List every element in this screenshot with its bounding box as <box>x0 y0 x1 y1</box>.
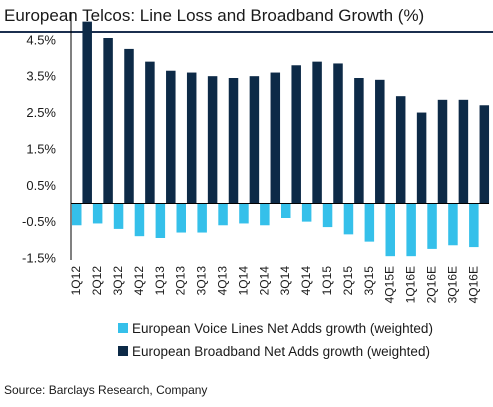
x-tick-label: 4Q15E <box>383 266 397 303</box>
y-axis-ticks: 4.5% 3.5% 2.5% 1.5% 0.5% -0.5% -1.5% <box>22 32 56 265</box>
broadband-bar-3Q14 <box>291 65 301 204</box>
x-axis-ticks: 1Q12 2Q12 3Q12 4Q12 1Q13 2Q13 3Q13 4Q13 1Q14 2Q14… <box>69 266 480 304</box>
legend-label-broadband: European Broadband Net Adds growth (weig… <box>132 344 430 359</box>
legend-swatch-broadband <box>118 346 128 356</box>
x-tick-label: 1Q14 <box>236 266 250 296</box>
broadband-bar-4Q13 <box>228 78 239 204</box>
voice-bar-4Q15E <box>385 203 395 257</box>
voice-bar-1Q15 <box>322 203 333 228</box>
broadband-bar-4Q12 <box>145 61 155 204</box>
broadband-bar-3Q15 <box>375 79 385 204</box>
x-tick-label: 3Q12 <box>111 266 125 296</box>
x-tick-label: 1Q13 <box>153 266 167 296</box>
voice-bar-3Q12 <box>113 203 124 229</box>
broadband-bar-1Q12 <box>82 21 92 204</box>
voice-bar-2Q13 <box>176 203 186 233</box>
x-tick-label: 3Q13 <box>195 266 209 296</box>
x-tick-label: 4Q12 <box>132 266 146 296</box>
broadband-bar-1Q14 <box>249 76 260 204</box>
voice-bar-4Q12 <box>134 203 145 237</box>
broadband-bar-2Q14 <box>270 72 281 204</box>
voice-bar-3Q14 <box>281 203 291 218</box>
bars <box>72 21 490 257</box>
x-tick-label: 1Q12 <box>69 266 83 296</box>
broadband-bar-1Q15 <box>333 63 343 204</box>
voice-bar-3Q15 <box>364 203 375 242</box>
x-tick-label: 3Q14 <box>278 266 292 296</box>
voice-bar-3Q13 <box>197 203 207 233</box>
y-tick-label: 4.5% <box>26 32 56 47</box>
broadband-bar-2Q12 <box>103 38 113 204</box>
x-tick-label: 2Q13 <box>174 266 188 296</box>
broadband-bar-4Q15E <box>395 96 406 204</box>
y-tick-label: 1.5% <box>26 141 56 156</box>
voice-bar-2Q16E <box>427 203 437 249</box>
x-tick-label: 2Q15 <box>341 266 355 296</box>
x-tick-label: 2Q16E <box>425 266 439 303</box>
voice-bar-3Q16E <box>448 203 458 246</box>
x-tick-label: 4Q14 <box>299 266 313 296</box>
chart-title: European Telcos: Line Loss and Broadband… <box>4 6 425 25</box>
y-tick-label: 0.5% <box>26 178 56 193</box>
voice-bar-1Q16E <box>406 203 416 257</box>
x-tick-label: 2Q14 <box>257 266 271 296</box>
y-tick-label: 2.5% <box>26 105 56 120</box>
legend-swatch-voice <box>118 323 128 333</box>
x-tick-label: 4Q16E <box>466 266 480 303</box>
title-rule <box>0 31 493 33</box>
x-tick-label: 3Q15 <box>362 266 376 296</box>
broadband-bar-3Q12 <box>124 48 134 204</box>
y-tick-label: -0.5% <box>22 214 56 229</box>
voice-bar-2Q15 <box>343 203 354 235</box>
voice-bar-4Q16E <box>469 203 479 248</box>
voice-bar-4Q14 <box>301 203 312 222</box>
x-tick-label: 4Q13 <box>216 266 230 296</box>
axes <box>70 12 489 260</box>
broadband-bar-1Q16E <box>416 112 427 204</box>
y-tick-label: -1.5% <box>22 251 56 266</box>
x-tick-label: 1Q16E <box>404 266 418 303</box>
voice-bar-2Q14 <box>260 203 270 226</box>
broadband-bar-3Q16E <box>458 99 469 204</box>
y-tick-label: 3.5% <box>26 69 56 84</box>
broadband-bar-2Q15 <box>354 78 364 204</box>
voice-bar-4Q13 <box>218 203 228 226</box>
x-tick-label: 2Q12 <box>90 266 104 296</box>
broadband-bar-3Q13 <box>207 76 218 204</box>
broadband-bar-2Q16E <box>437 99 448 204</box>
voice-bar-2Q12 <box>92 203 103 224</box>
voice-bar-1Q14 <box>239 203 249 224</box>
broadband-bar-1Q13 <box>166 70 176 204</box>
source-note: Source: Barclays Research, Company <box>4 383 208 397</box>
legend-label-voice: European Voice Lines Net Adds growth (we… <box>132 321 433 336</box>
voice-bar-1Q13 <box>155 203 166 238</box>
broadband-bar-4Q14 <box>312 61 322 204</box>
x-tick-label: 1Q15 <box>320 266 334 296</box>
voice-bar-1Q12 <box>72 203 82 226</box>
broadband-bar-4Q16E <box>479 105 490 204</box>
x-tick-label: 3Q16E <box>445 266 459 303</box>
broadband-bar-2Q13 <box>186 72 197 204</box>
